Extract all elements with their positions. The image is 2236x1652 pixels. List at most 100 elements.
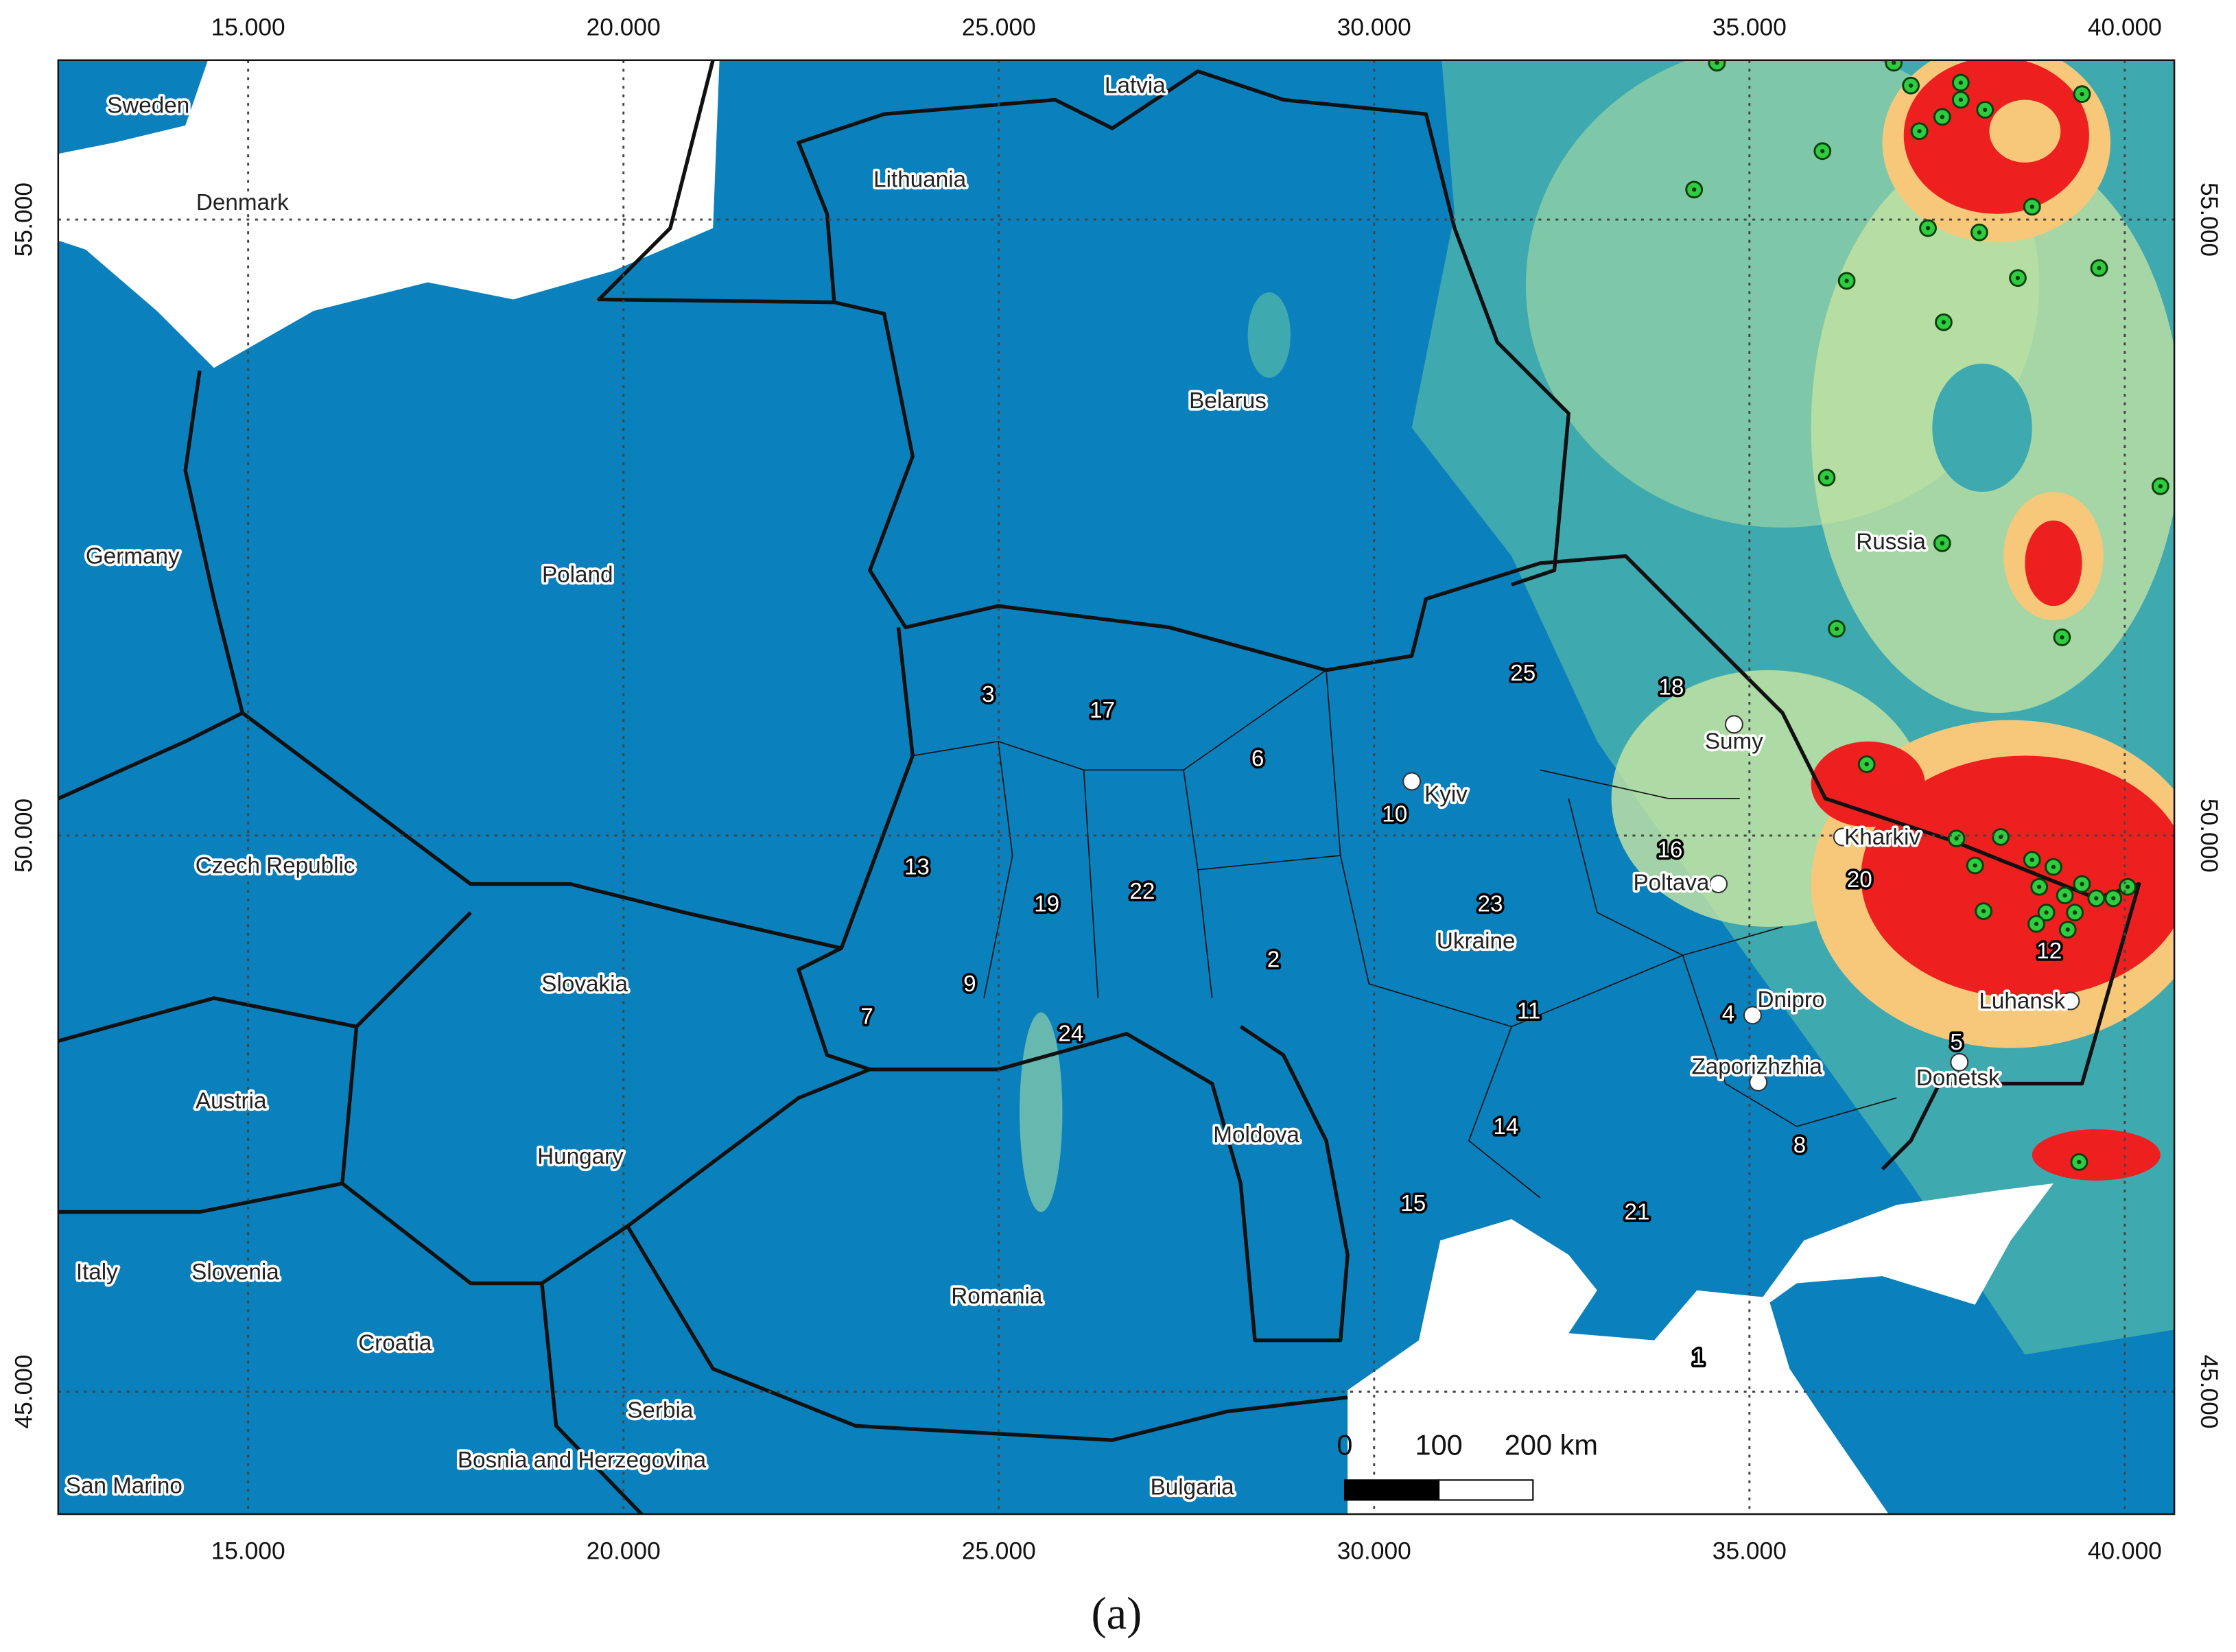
- observation-dot-center: [1940, 115, 1944, 119]
- city-label: Zaporizhzhia: [1691, 1054, 1822, 1079]
- observation-dot-center: [2029, 858, 2034, 862]
- country-label: Slovakia: [541, 971, 628, 997]
- region-number: 21: [1625, 1199, 1650, 1225]
- borders: [58, 60, 2141, 1515]
- country-label: Lithuania: [873, 167, 966, 193]
- observation-dot-center: [1692, 187, 1697, 192]
- observation-dot-center: [2097, 266, 2102, 270]
- observation-dot-center: [2044, 910, 2049, 915]
- observation-dot-center: [1844, 279, 1849, 283]
- country-label: Austria: [196, 1088, 267, 1113]
- heat-peak: [2032, 1129, 2161, 1181]
- region-number: 10: [1382, 802, 1407, 827]
- region-number: 12: [2036, 939, 2062, 964]
- city-marker: [1833, 827, 1852, 847]
- country-label: Sweden: [107, 93, 189, 119]
- heat-layer: [1020, 60, 2175, 1355]
- scale-label: 200 km: [1505, 1429, 1598, 1461]
- x-tick-label: 25.000: [962, 1537, 1036, 1564]
- observation-dot-center: [1925, 226, 1931, 231]
- heat-low: [1247, 292, 1291, 378]
- observation-dot-center: [1892, 60, 1896, 65]
- observation-dot-center: [1834, 626, 1839, 631]
- y-tick-label: 45.000: [2196, 1354, 2222, 1428]
- observation-dot-center: [2060, 635, 2064, 640]
- city-marker: [1950, 1052, 1969, 1072]
- country-label: Italy: [76, 1260, 118, 1285]
- observation-dot-center: [1958, 97, 1963, 102]
- country-label: Hungary: [537, 1144, 624, 1169]
- heat-peak: [2025, 520, 2082, 606]
- observation-dot: [1885, 60, 1903, 72]
- x-tick-label: 30.000: [1337, 14, 1411, 40]
- labels: 15.000 15.000 20.000 20.000 25.000 25.000 30.0…: [11, 14, 2222, 1564]
- scale-label: 0: [1337, 1429, 1352, 1461]
- region-number: 15: [1400, 1191, 1426, 1216]
- region-number: 20: [1847, 867, 1872, 893]
- observation-dot-center: [1977, 230, 1981, 235]
- heat-low: [1932, 363, 2032, 493]
- observation-dot-center: [2080, 882, 2084, 886]
- city-label: Poltava: [1633, 870, 1709, 895]
- observation-dot-center: [2065, 927, 2070, 932]
- heat-peak: [1811, 741, 1925, 827]
- x-tick-label: 30.000: [1337, 1537, 1411, 1564]
- observation-dot-center: [2158, 484, 2163, 488]
- map-frame: [57, 59, 2176, 1515]
- city-label: Kyiv: [1424, 782, 1468, 807]
- observation-dot-center: [2037, 884, 2042, 889]
- region-number: 4: [1722, 1002, 1735, 1027]
- country-label: Bulgaria: [1151, 1475, 1235, 1500]
- heat-mid: [1020, 1012, 1063, 1212]
- baltic-sea: [58, 60, 720, 368]
- country-label: Denmark: [196, 190, 289, 215]
- observation-dot-center: [1940, 541, 1944, 545]
- observation-dot-center: [1941, 320, 1946, 324]
- city-label: Sumy: [1705, 729, 1763, 755]
- y-tick-label: 50.000: [2196, 799, 2222, 873]
- observation-dot-center: [1973, 863, 1977, 868]
- x-tick-label: 20.000: [587, 1537, 661, 1564]
- country-label: Serbia: [627, 1397, 694, 1423]
- scale-segment: [1438, 1479, 1534, 1501]
- region-number: 7: [860, 1004, 873, 1030]
- x-tick-label: 15.000: [211, 1537, 285, 1564]
- region-number: 2: [1267, 947, 1280, 973]
- country-label: Croatia: [358, 1331, 432, 1356]
- observation-dot-center: [1908, 83, 1914, 88]
- map-area: [58, 60, 2175, 1515]
- x-tick-label: 25.000: [962, 14, 1036, 40]
- observation-dot-center: [1824, 475, 1829, 480]
- y-tick-label: 45.000: [11, 1354, 38, 1428]
- observation-dot-center: [1958, 80, 1963, 85]
- x-tick-label: 20.000: [587, 14, 661, 40]
- region-number: 1: [1692, 1345, 1705, 1370]
- city-label: Donetsk: [1916, 1065, 2000, 1091]
- x-tick-label: 15.000: [211, 14, 285, 40]
- observations: [1685, 60, 2169, 1171]
- region-number: 18: [1658, 675, 1684, 700]
- country-label: Ukraine: [1437, 929, 1516, 954]
- country-label: Moldova: [1213, 1122, 1299, 1148]
- y-tick-label: 55.000: [11, 182, 38, 257]
- country-label: Poland: [542, 562, 613, 587]
- region-number: 9: [963, 971, 976, 997]
- country-label: Russia: [1856, 530, 1926, 555]
- y-tick-label: 55.000: [2196, 182, 2222, 257]
- observation-dot-center: [1820, 149, 1825, 154]
- city-label: Kharkiv: [1844, 825, 1920, 850]
- region-number: 6: [1251, 746, 1264, 772]
- x-tick-label: 40.000: [2088, 14, 2162, 40]
- observation-dot-center: [2077, 1159, 2082, 1164]
- observation-dot-center: [2094, 896, 2099, 901]
- region-number: 22: [1129, 879, 1155, 904]
- city-marker: [1402, 772, 1422, 791]
- scale-label: 100: [1415, 1429, 1462, 1461]
- region-number: 5: [1950, 1030, 1963, 1055]
- region-number: 19: [1034, 892, 1059, 917]
- observation-dot-center: [1917, 129, 1922, 134]
- x-tick-label: 35.000: [1713, 1537, 1787, 1564]
- observation-dot-center: [2111, 896, 2116, 901]
- country-label: Belarus: [1189, 388, 1267, 414]
- observation-dot-center: [1715, 60, 1719, 65]
